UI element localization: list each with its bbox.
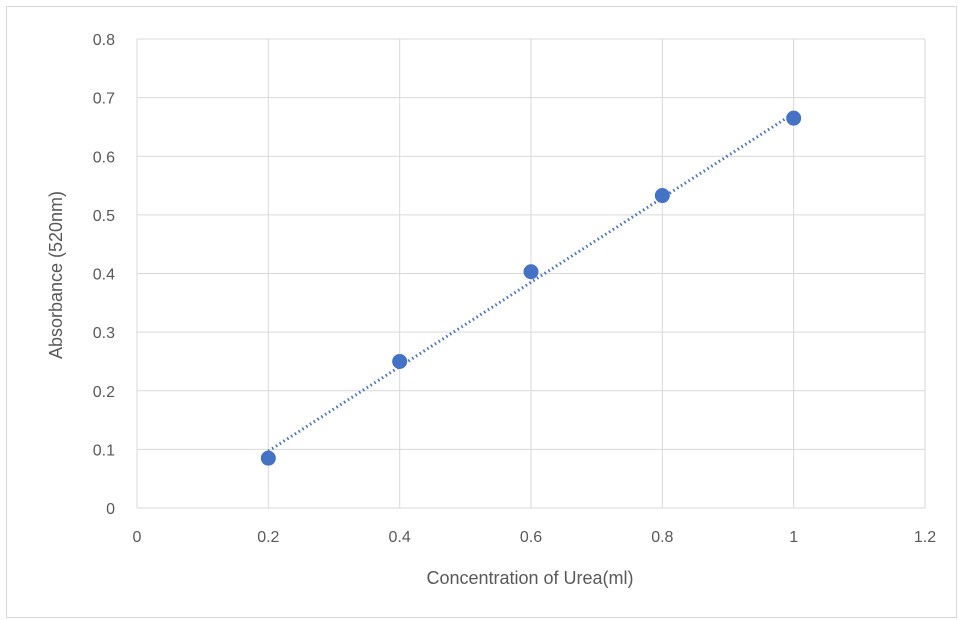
x-tick-label: 0.2 (257, 529, 279, 546)
data-point (523, 264, 539, 280)
y-tick-label: 0.6 (93, 149, 115, 166)
y-tick-label: 0 (106, 501, 115, 518)
x-tick-label: 1 (789, 529, 798, 546)
y-tick-label: 0.8 (93, 32, 115, 49)
x-tick-label: 0 (133, 529, 142, 546)
trendline (267, 112, 795, 453)
x-axis-title: Concentration of Urea(ml) (426, 568, 633, 588)
y-tick-label: 0.1 (93, 442, 115, 459)
y-tick-label: 0.4 (93, 267, 115, 284)
x-tick-label: 1.2 (914, 529, 936, 546)
data-point (654, 188, 670, 204)
data-point (786, 110, 802, 126)
x-tick-label: 0.6 (520, 529, 542, 546)
tick-labels: 0 0.2 0.4 0.6 0.8 1 1.2 0 0.1 0.2 0.3 0.4 0.5 0.6 0.7 0… (93, 32, 936, 546)
chart-svg: 0 0.2 0.4 0.6 0.8 1 1.2 0 0.1 0.2 0.3 0.4 0.5 0.6 0.7 0… (46, 32, 936, 588)
data-points (260, 110, 802, 466)
y-tick-label: 0.2 (93, 384, 115, 401)
y-tick-label: 0.3 (93, 325, 115, 342)
y-tick-label: 0.7 (93, 91, 115, 108)
x-tick-label: 0.4 (389, 529, 411, 546)
chart-area: 0 0.2 0.4 0.6 0.8 1 1.2 0 0.1 0.2 0.3 0.4 0.5 0.6 0.7 0… (6, 6, 957, 618)
data-point (392, 353, 408, 369)
trendline-layer (267, 112, 795, 453)
x-tick-label: 0.8 (651, 529, 673, 546)
y-axis-title: Absorbance (520nm) (46, 191, 66, 359)
data-point (260, 450, 276, 466)
y-tick-label: 0.5 (93, 208, 115, 225)
